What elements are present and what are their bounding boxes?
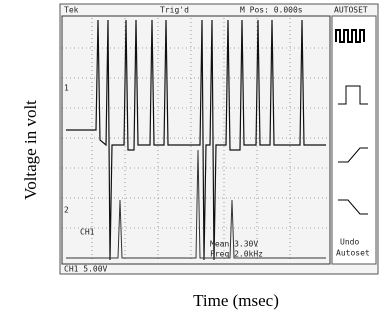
readout: CH1: [80, 228, 95, 237]
trigger-status: Trig'd: [160, 6, 189, 15]
menu-title: AUTOSET: [334, 6, 368, 15]
y-axis-label: Voltage in volt: [21, 100, 40, 200]
side-menu: [332, 16, 376, 264]
ch2-marker: 2: [64, 206, 69, 215]
brand: Tek: [64, 6, 79, 15]
figure: Tek Trig'd M Pos: 0.000s AUTOSET 1 2 CH1…: [0, 0, 382, 323]
position: M Pos: 0.000s: [240, 6, 303, 15]
x-axis-label: Time (msec): [193, 291, 279, 310]
footer: CH1 5.00V: [64, 265, 108, 274]
readout: Mean 3.30V: [210, 240, 258, 249]
menu-button[interactable]: Undo: [340, 238, 359, 247]
menu-button[interactable]: Autoset: [336, 249, 370, 258]
readout: Freq 2.0kHz: [210, 250, 263, 259]
ch1-marker: 1: [64, 84, 69, 93]
